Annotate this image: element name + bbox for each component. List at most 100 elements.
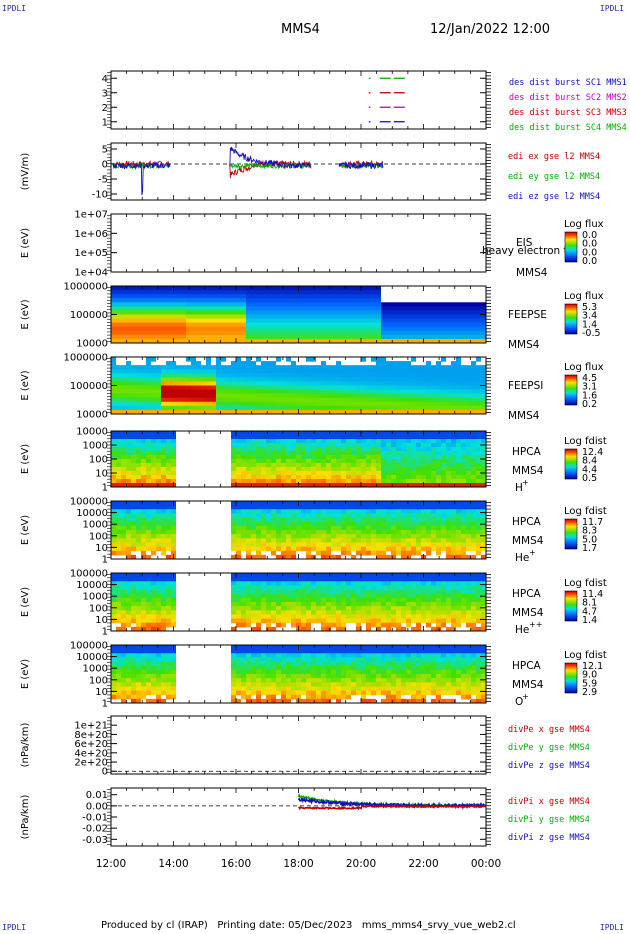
- ytick-label: 1000: [83, 441, 108, 452]
- colorbar: [564, 590, 578, 622]
- colorbar: [564, 662, 578, 694]
- colorbar-tick-label: 4.4: [582, 464, 597, 475]
- panel-frame-divpe: [110, 715, 487, 775]
- ytick-label: 1: [102, 117, 108, 128]
- ytick-label: 100: [89, 455, 108, 466]
- colorbar-tick-label: 0.0: [582, 247, 597, 258]
- divpi-x-trace: [298, 804, 487, 811]
- ytick-label: 10: [95, 687, 108, 698]
- heatmap-hpca-h: [111, 431, 486, 487]
- footer-produced-by: Produced by cl (IRAP): [101, 920, 208, 931]
- time-tick-label: 22:00: [408, 858, 438, 870]
- colorbar-tick-label: 12.1: [582, 661, 603, 672]
- colorbar-tick-label: 5.9: [582, 678, 597, 689]
- footer-script: mms_mms4_srvy_vue_web2.cl: [361, 920, 516, 931]
- ytick-label: 100: [89, 603, 108, 614]
- charge-label: ++: [529, 620, 542, 629]
- ytick-label: 0: [102, 160, 108, 171]
- corner-label-top-right: IPDLI: [599, 4, 624, 13]
- colorbar: [564, 303, 578, 335]
- ytick-label: -0.02: [82, 824, 108, 835]
- colorbar-tick-label: 0.2: [582, 399, 597, 410]
- ytick-label: -10: [92, 190, 108, 201]
- colorbar-title: Log flux: [564, 362, 604, 373]
- time-tick-label: 14:00: [158, 858, 188, 870]
- ytick-label: 10: [95, 615, 108, 626]
- ytick-label: 4: [102, 74, 108, 85]
- colorbar-tick-label: 3.1: [582, 382, 597, 393]
- colorbar-tick-label: 8.3: [582, 526, 597, 537]
- colorbar-title: Log flux: [564, 291, 604, 302]
- footer-printing-date: Printing date: 05/Dec/2023: [217, 920, 353, 931]
- charge-label: +: [522, 478, 529, 487]
- ytick-label: 10000: [76, 652, 108, 663]
- ylabel-edi: (mV/m): [20, 153, 31, 191]
- ytick-label: 10000: [76, 339, 108, 350]
- footer-credits: Produced by cl (IRAP) Printing date: 05/…: [101, 920, 516, 931]
- colorbar: [564, 518, 578, 550]
- legend-entry: des dist burst SC1 MMS1: [509, 78, 627, 88]
- panel-frame-eis: [110, 213, 487, 273]
- ytick-label: -0.01: [82, 813, 108, 824]
- time-tick-label: 18:00: [283, 858, 313, 870]
- spacecraft-label: MMS4: [512, 465, 544, 477]
- colorbar-tick-label: 0.0: [582, 256, 597, 267]
- species-label: He: [515, 552, 529, 564]
- ylabel-eis: E (eV): [20, 228, 31, 258]
- ytick-label: 1000000: [63, 282, 108, 293]
- colorbar-tick-label: 0.0: [582, 239, 597, 250]
- ytick-label: 10: [95, 469, 108, 480]
- date-title: 12/Jan/2022 12:00: [430, 22, 551, 37]
- legend-entry: divPe y gse MMS4: [508, 743, 590, 753]
- edi-ez-trace: [112, 147, 384, 196]
- ylabel-divpe: (nPa/km): [20, 723, 31, 768]
- ytick-label: 1e+07: [74, 210, 108, 221]
- colorbar-tick-label: 9.0: [582, 670, 597, 681]
- panel-feepsi: 10000 100000 1000000 E (eV) FEEPSI MMS4 Log fl…: [20, 353, 604, 423]
- instrument-label: HPCA: [512, 446, 542, 458]
- legend-entry: divPe x gse MMS4: [508, 725, 590, 735]
- ytick-label: 10000: [76, 580, 108, 591]
- ytick-label: 100000: [70, 641, 108, 652]
- colorbar-tick-label: 0.0: [582, 230, 597, 241]
- heatmap-feepse: [111, 286, 486, 343]
- ytick-label: 10: [95, 543, 108, 554]
- panel-feepse: 10000 100000 1000000 E (eV) FEEPSE MMS4 Log fl…: [20, 282, 604, 352]
- ytick-label: 6e+20: [74, 739, 108, 750]
- ylabel-hpca-o: E (eV): [20, 659, 31, 689]
- divpi-z-trace: [297, 796, 487, 811]
- colorbar-tick-label: 2.9: [582, 687, 597, 698]
- heatmap-hpca-o: [111, 645, 486, 703]
- ytick-label: 100000: [70, 497, 108, 508]
- colorbar-tick-label: 8.4: [582, 456, 597, 467]
- species-label: He: [515, 624, 529, 636]
- instrument-label: FEEPSI: [508, 380, 543, 392]
- corner-label-bottom-right: IPDLI: [599, 923, 624, 932]
- colorbar-title: Log fdist: [564, 506, 607, 517]
- spacecraft-label: MMS4: [512, 607, 544, 619]
- charge-label: +: [522, 692, 529, 701]
- colorbar: [564, 231, 578, 263]
- ytick-label: 0.00: [86, 801, 108, 812]
- colorbar-title: Log flux: [564, 219, 604, 230]
- ytick-label: 1e+05: [74, 248, 108, 259]
- time-tick-label: 12:00: [96, 858, 126, 870]
- ytick-label: 3: [102, 88, 108, 99]
- instrument-label: HPCA: [512, 516, 542, 528]
- heatmap-hpca-he: [111, 501, 486, 559]
- ytick-label: 1000000: [63, 353, 108, 364]
- ylabel-divpi: (nPa/km): [20, 795, 31, 840]
- corner-label-bottom-left: IPDLI: [2, 923, 27, 932]
- colorbar-tick-label: 1.6: [582, 390, 597, 401]
- ytick-label: 100000: [70, 381, 108, 392]
- legend-entry: des dist burst SC2 MMS2: [509, 93, 627, 103]
- ytick-label: 1: [102, 627, 108, 638]
- colorbar-tick-label: 1.7: [582, 543, 597, 554]
- ytick-label: 10000: [76, 410, 108, 421]
- legend-entry: edi ez gse l2 MMS4: [508, 192, 600, 202]
- ytick-label: 100: [89, 675, 108, 686]
